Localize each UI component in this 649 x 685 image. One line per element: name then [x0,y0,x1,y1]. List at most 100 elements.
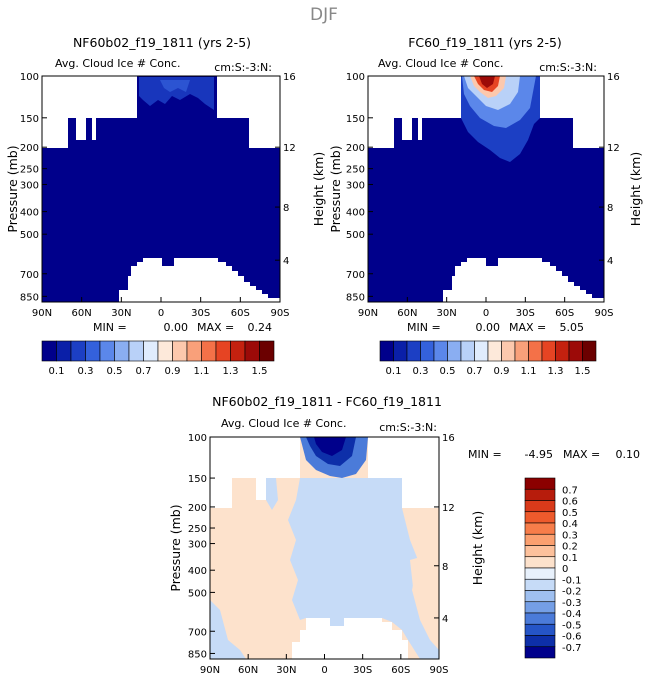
x-tick-label: 90N [32,308,52,319]
colorbar-label: -0.4 [562,609,582,620]
colorbar-swatch [393,340,408,362]
y-tick-label: 250 [346,165,365,176]
y-tick-label: 100 [20,72,39,83]
colorbar-swatch [541,340,556,362]
panel-3-y-label: Pressure (mb) [168,504,183,591]
colorbar-label: 0.7 [467,366,483,377]
colorbar-label: -0.3 [562,598,582,609]
colorbar-swatch [524,567,556,580]
y-tick-label: 400 [346,208,365,219]
x-tick-label: 30S [353,665,372,676]
y-tick-label: 250 [20,165,39,176]
x-tick-label: 0 [321,665,327,676]
x-tick-label: 30S [191,308,210,319]
colorbar-swatch [524,545,556,558]
colorbar-label: -0.5 [562,620,582,631]
x-tick-label: 90S [270,308,289,319]
height-tick-label: 4 [283,256,289,267]
x-tick-label: 90N [358,308,378,319]
height-tick-label: 16 [283,72,296,83]
colorbar-swatch [487,340,502,362]
panel-3-min-value: -4.95 [525,448,553,461]
colorbar-swatch [524,511,556,524]
panel-3-plot: 100 150 200 250 300 400 500 700 850 16 12 8 4 90N 60… [188,433,455,676]
colorbar-label: 0.5 [562,508,578,519]
y-tick-label: 700 [346,270,365,281]
colorbar-label: -0.2 [562,587,582,598]
colorbar-label: 0.7 [562,485,578,496]
panel-2-colorbar: 0.1 0.3 0.5 0.7 0.9 1.1 1.3 1.5 [379,340,597,377]
colorbar-swatch [172,340,188,362]
height-tick-label: 4 [607,256,613,267]
y-tick-label: 300 [188,540,207,551]
colorbar-label: 0.1 [386,366,402,377]
colorbar-swatch [420,340,435,362]
colorbar-label: -0.1 [562,575,582,586]
colorbar-swatch [259,340,275,362]
panel-1-data-field [42,76,280,302]
colorbar-label: 0.3 [562,530,578,541]
colorbar-swatch [524,488,556,501]
y-tick-label: 100 [346,72,365,83]
colorbar-swatch [474,340,489,362]
colorbar-label: 0.5 [440,366,456,377]
colorbar-swatch [582,340,597,362]
colorbar-label: 1.3 [548,366,564,377]
x-tick-label: 60N [397,308,417,319]
panel-2-min-label: MIN = [407,321,441,334]
y-tick-label: 400 [188,566,207,577]
colorbar-swatch [186,340,202,362]
colorbar-swatch [56,340,72,362]
colorbar-label: 1.5 [575,366,591,377]
y-tick-label: 250 [188,524,207,535]
panel-1-min-value: 0.00 [164,321,189,334]
colorbar-swatch [524,500,556,513]
x-tick-label: 30N [437,308,457,319]
colorbar-label: 0.7 [136,366,152,377]
x-tick-label: 0 [483,308,489,319]
colorbar-label: -0.6 [562,632,582,643]
panel-3-x-ticks: 90N 60N 30N 0 30S 60S 90S [200,654,449,676]
panel-1-upper-contour-2 [160,80,190,92]
panel-1-y-ticks-right: 16 12 8 4 [275,72,296,267]
height-tick-label: 8 [283,203,289,214]
colorbar-label: 0.1 [49,366,65,377]
y-tick-label: 850 [20,292,39,303]
height-tick-label: 8 [607,203,613,214]
colorbar-swatch [524,623,556,636]
colorbar-swatch [524,635,556,648]
panel-1-min-label: MIN = [93,321,127,334]
panel-3: NF60b02_f19_1811 - FC60_f19_1811 Avg. Cl… [168,394,640,676]
panel-3-max-label: MAX = [563,448,600,461]
y-tick-label: 300 [20,180,39,191]
panel-3-y-ticks-right: 16 12 8 4 [434,433,455,625]
colorbar-swatch [514,340,529,362]
colorbar-label: 0.1 [562,553,578,564]
y-tick-label: 200 [346,143,365,154]
x-tick-label: 30N [111,308,131,319]
panel-3-y-ticks: 100 150 200 250 300 400 500 700 850 [188,433,215,660]
colorbar-label: 0.5 [107,366,123,377]
colorbar-swatch [524,612,556,625]
colorbar-label: 1.1 [194,366,210,377]
y-tick-label: 500 [20,230,39,241]
x-tick-label: 60N [238,665,258,676]
colorbar-swatch [406,340,421,362]
colorbar-swatch [157,340,173,362]
y-tick-label: 500 [346,230,365,241]
panel-1-colorbar: 0.1 0.3 0.5 0.7 0.9 1.1 1.3 1.5 [41,340,275,377]
y-tick-label: 700 [188,627,207,638]
colorbar-swatch [244,340,260,362]
panel-2-y-label-right: Height (km) [628,152,643,226]
panel-3-colorbar: 0.70.60.50.40.30.20.10-0.1-0.2-0.3-0.4-0… [524,477,582,659]
colorbar-swatch [215,340,231,362]
x-tick-label: 0 [158,308,164,319]
x-tick-label: 30S [516,308,535,319]
panel-3-max-value: 0.10 [616,448,641,461]
colorbar-label: 0.4 [562,519,578,530]
colorbar-label: 0.6 [562,497,578,508]
colorbar-swatch [433,340,448,362]
colorbar-label: 0.3 [413,366,429,377]
y-tick-label: 200 [20,143,39,154]
